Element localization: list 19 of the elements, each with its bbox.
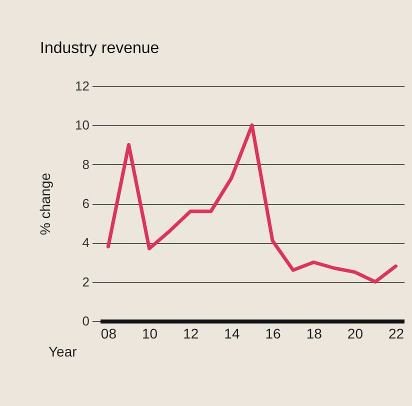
line-series [106,123,398,284]
y-tick-label: 12 [75,78,90,94]
y-axis-title: % change [37,172,54,236]
y-tick-label: 0 [82,314,90,328]
x-axis-title: Year [48,344,78,360]
y-tick-label: 2 [82,274,90,290]
x-tick-label: 20 [347,326,364,342]
y-tick-label: 6 [82,196,90,211]
y-tick-label: 10 [75,118,90,133]
y-tick-label: 4 [82,235,90,250]
chart-title: Industry revenue [40,40,160,57]
x-tick-label: 12 [183,326,199,342]
y-tick-label: 8 [82,156,90,172]
x-tick-label: 08 [100,326,117,342]
x-tick-label: 18 [306,326,322,342]
x-tick-label: 22 [388,326,404,342]
x-tick-label: 16 [265,326,282,342]
x-tick-label: 10 [142,326,158,342]
x-tick-label: 14 [224,326,240,342]
